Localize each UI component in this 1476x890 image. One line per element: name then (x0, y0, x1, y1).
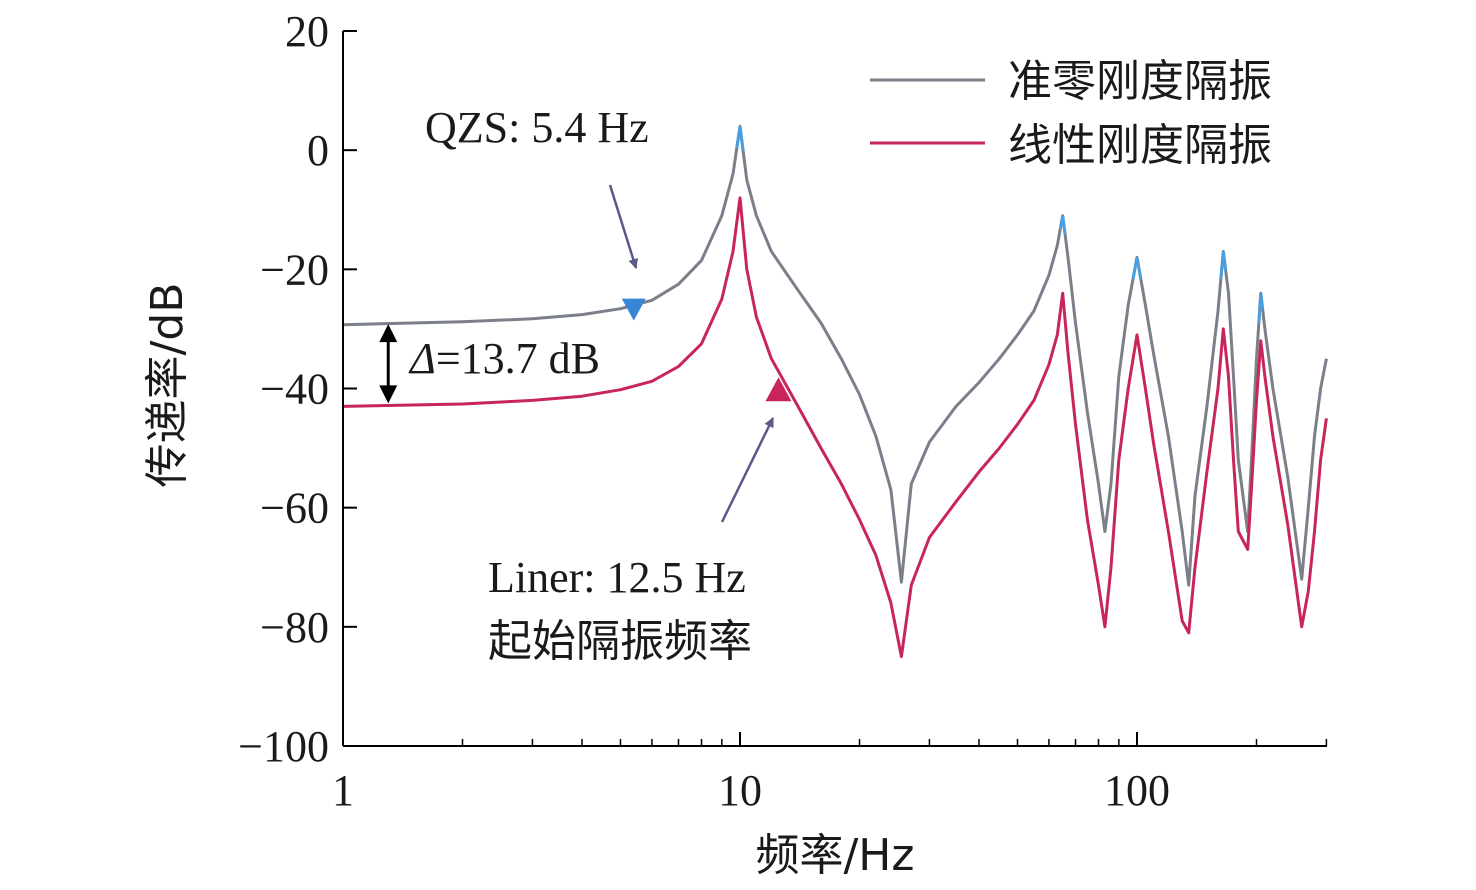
x-axis-label: 频率/Hz (755, 830, 914, 881)
y-tick-label: 0 (307, 126, 329, 175)
x-tick-label: 10 (718, 766, 762, 815)
y-tick-label: −60 (260, 484, 329, 533)
delta-arrow-head-bottom (379, 385, 398, 404)
delta-value: =13.7 dB (436, 334, 600, 383)
delta-annotation: Δ=13.7 dB (408, 334, 600, 383)
liner-marker (765, 377, 792, 402)
qzs-arrow (608, 184, 639, 269)
y-axis-label: 传递率/dB (142, 283, 193, 488)
plot-area (342, 124, 1328, 659)
x-tick-label: 100 (1104, 766, 1170, 815)
peak-highlight (1219, 251, 1228, 279)
delta-symbol: Δ (408, 334, 436, 383)
legend: 准零刚度隔振 线性刚度隔振 (870, 56, 1272, 171)
y-tick-label: −80 (260, 603, 329, 652)
qzs-marker (621, 298, 646, 321)
peak-highlight (1257, 292, 1265, 323)
y-tick-label: −40 (260, 365, 329, 414)
start-isolation-label: 起始隔振频率 (488, 616, 752, 667)
y-tick-label: −100 (238, 722, 329, 771)
liner-arrow (720, 417, 775, 523)
y-tick-label: 20 (285, 7, 329, 56)
x-tick-label: 1 (332, 766, 354, 815)
series-line-1 (342, 196, 1328, 659)
peak-highlight (1058, 215, 1067, 235)
delta-arrow-head-top (379, 324, 398, 343)
y-tick-label: −20 (260, 245, 329, 294)
peak-highlight (735, 126, 745, 151)
legend-label-linear: 线性刚度隔振 (1008, 120, 1272, 171)
peak-highlight (1131, 257, 1143, 280)
qzs-annotation: QZS: 5.4 Hz (425, 103, 649, 152)
liner-annotation: Liner: 12.5 Hz (488, 553, 746, 602)
legend-label-qzs: 准零刚度隔振 (1008, 56, 1272, 107)
annotations: QZS: 5.4 Hz Liner: 12.5 Hz 起始隔振频率 Δ=13.7… (379, 103, 792, 667)
